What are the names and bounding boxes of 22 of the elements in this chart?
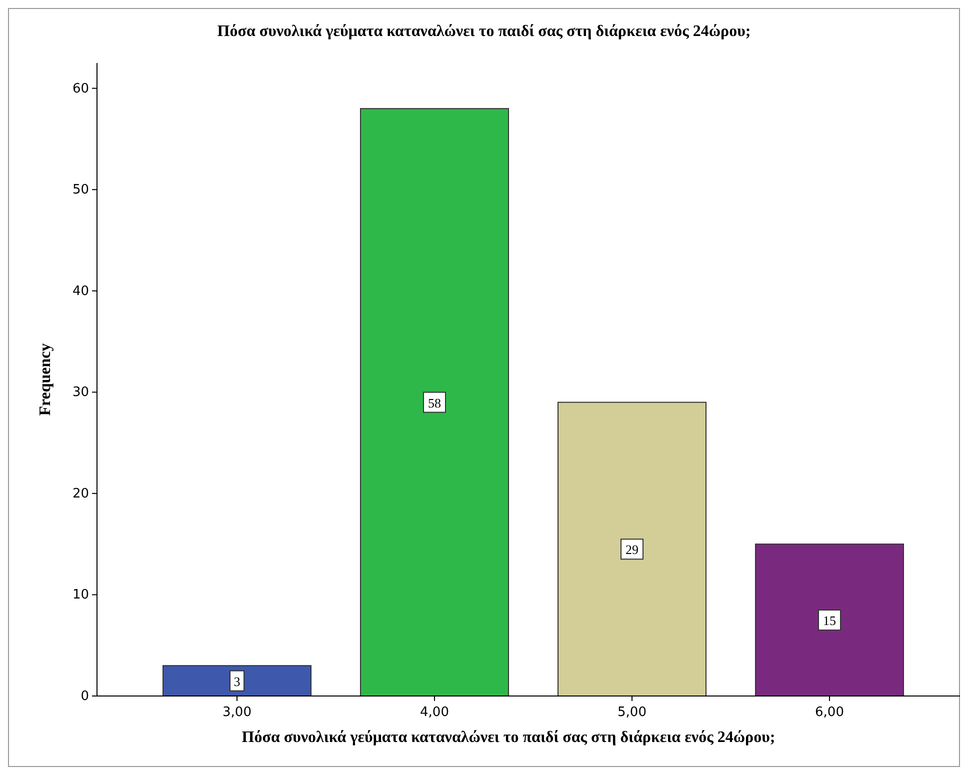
data-label: 29 bbox=[626, 542, 638, 558]
x-tick-label: 6,00 bbox=[815, 705, 844, 720]
bar bbox=[755, 544, 904, 696]
y-tick-label: 60 bbox=[72, 81, 89, 96]
bar bbox=[558, 402, 706, 696]
x-axis-title: Πόσα συνολικά γεύματα καταναλώνει το παιδί σας στη διάρκεια ενός 24ώρου; bbox=[242, 729, 776, 746]
data-label: 15 bbox=[823, 613, 836, 628]
data-label: 58 bbox=[428, 395, 441, 410]
y-axis-title: Frequency bbox=[37, 343, 54, 416]
y-tick-label: 20 bbox=[72, 486, 89, 502]
x-tick-label: 3,00 bbox=[222, 705, 252, 720]
chart-title: Πόσα συνολικά γεύματα καταναλώνει το παιδί σας στη διάρκεια ενός 24ώρου; bbox=[217, 23, 751, 40]
y-tick-label: 50 bbox=[72, 182, 89, 198]
y-tick-label: 40 bbox=[72, 284, 89, 299]
y-tick-label: 30 bbox=[72, 385, 89, 400]
x-tick-label: 4,00 bbox=[420, 705, 449, 720]
x-tick-label: 5,00 bbox=[618, 705, 646, 720]
bar bbox=[162, 665, 312, 696]
bar bbox=[360, 108, 509, 696]
data-label: 3 bbox=[234, 674, 240, 689]
y-tick-label: 10 bbox=[72, 588, 89, 603]
y-tick-label: 0 bbox=[80, 689, 89, 704]
